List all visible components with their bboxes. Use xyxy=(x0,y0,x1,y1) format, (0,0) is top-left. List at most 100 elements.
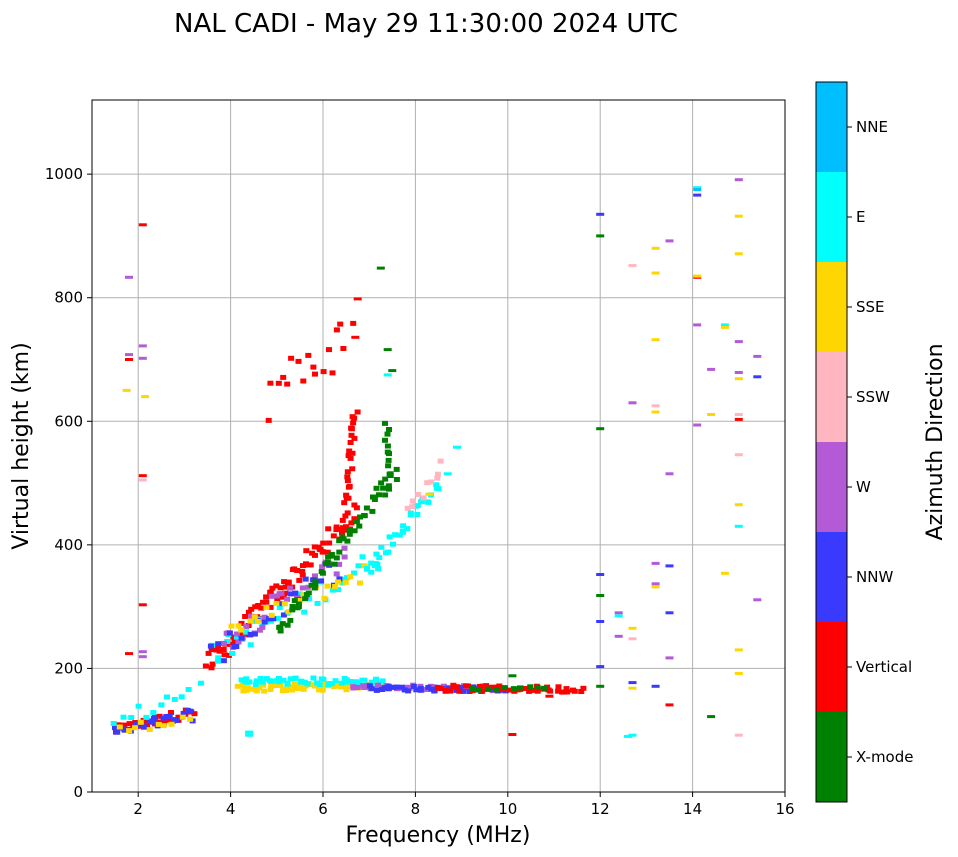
F-layer-mixed-purple-point xyxy=(235,639,242,645)
scatter-point xyxy=(734,214,743,218)
upper-scatter-red-point xyxy=(333,327,340,333)
Es-layer-cyan-point xyxy=(316,682,323,688)
scatter-point xyxy=(753,375,762,379)
x-axis-ticks: 2 4 6 8 10 12 14 16 xyxy=(133,792,795,818)
upper-scatter-red-point xyxy=(310,364,317,370)
F-layer-x-trace-point xyxy=(373,485,380,491)
scatter-point xyxy=(628,733,637,737)
scatter-point xyxy=(138,655,147,659)
F-layer-cyan-tail-point xyxy=(433,485,440,491)
F-layer-mixed-purple-point xyxy=(234,631,240,637)
scatter-point xyxy=(665,611,674,615)
Es-layer-yellow-point xyxy=(332,682,338,688)
F-layer-mixed-blue-point xyxy=(215,641,222,647)
F-layer-o-trace-point xyxy=(339,517,346,523)
scatter-point xyxy=(651,582,660,586)
F-layer-mixed-yellow-point xyxy=(335,579,341,585)
Es-layer-blue-point xyxy=(417,685,424,691)
F-layer-o-trace-point xyxy=(215,643,221,649)
F-layer-mixed-yellow-point xyxy=(342,579,349,585)
scatter-point xyxy=(734,733,743,737)
F-layer-o-trace-high-point xyxy=(347,440,354,445)
y-tick-label: 400 xyxy=(54,536,83,554)
scatter-point xyxy=(753,354,762,358)
low-E-layer-mixed-2-point xyxy=(120,714,127,720)
F-layer-mixed-cyan-point xyxy=(301,609,308,615)
F-layer-o-trace-high-point xyxy=(348,425,355,431)
F-layer-o-trace-point xyxy=(307,562,314,568)
F-layer-mixed-blue-point xyxy=(247,631,254,637)
Es-layer-cyan-point xyxy=(292,675,299,681)
Es-layer-yellow-point xyxy=(268,684,275,690)
F-layer-o-trace-point xyxy=(208,665,215,671)
Es-layer-yellow-point xyxy=(267,687,274,692)
F-layer-o-trace-high-point xyxy=(344,469,351,475)
F-layer-cyan-tail-point xyxy=(414,503,421,509)
Es-layer-purple-point xyxy=(374,682,381,688)
scatter-point xyxy=(651,338,660,342)
scatter-point xyxy=(628,681,637,685)
F-layer-o-trace-high-point xyxy=(351,435,358,441)
colorbar-label: SSW xyxy=(856,388,890,406)
F-layer-mixed-blue-point xyxy=(233,644,240,649)
F-layer-o-trace-high-point xyxy=(350,420,357,426)
F-layer-mixed-yellow-point xyxy=(285,609,292,615)
Es-layer-yellow-point xyxy=(300,686,307,692)
Es-layer-red-point xyxy=(534,688,541,694)
scatter-point xyxy=(651,271,660,275)
F-layer-x-trace-high-point xyxy=(385,457,392,463)
Es-layer-cyan-point xyxy=(298,678,305,684)
low-E-layer-mixed-point xyxy=(150,715,157,721)
low-E-layer-mixed-point xyxy=(173,718,179,723)
Es-layer-cyan-point xyxy=(284,681,291,687)
F-layer-o-trace-high-point xyxy=(346,483,353,489)
F-layer-mixed-yellow-point xyxy=(247,618,254,624)
F-layer-x-trace-point xyxy=(371,494,378,500)
scatter-point xyxy=(138,356,147,360)
scatter-point xyxy=(138,478,147,482)
F-layer-o-trace-point xyxy=(285,581,292,587)
upper-scatter-red-point xyxy=(312,371,318,377)
low-E-layer-mixed-point xyxy=(149,719,156,725)
Es-layer-cyan-point xyxy=(276,679,282,685)
F-layer-x-trace-point xyxy=(346,531,353,537)
low-E-layer-mixed-point xyxy=(166,713,173,719)
scatter-point xyxy=(707,413,716,416)
Es-layer-red-point xyxy=(450,683,457,689)
F-layer-mixed-purple-point xyxy=(341,545,348,551)
F-layer-x-trace-point xyxy=(393,477,400,482)
F-layer-cyan-tail-point xyxy=(374,561,381,567)
Es-layer-yellow-point xyxy=(260,682,267,688)
F-layer-cyan-tail-point xyxy=(424,499,431,505)
upper-scatter-red-point xyxy=(284,381,291,387)
scatter-point xyxy=(125,275,133,279)
upper-scatter-red-point xyxy=(340,346,347,351)
scatter-point xyxy=(443,472,452,476)
F-layer-mixed-purple-point xyxy=(284,596,291,602)
F-layer-mixed-yellow-point xyxy=(254,618,261,624)
colorbar-segment xyxy=(816,532,847,622)
F-layer-o-trace-point xyxy=(311,544,318,550)
F-layer-o-trace-point xyxy=(274,598,281,604)
F-layer-x-trace-point xyxy=(357,514,363,520)
scatter-point xyxy=(353,297,362,301)
F-layer-mixed-purple-point xyxy=(299,585,306,591)
plot-frame xyxy=(91,99,786,793)
colorbar-segment xyxy=(816,172,847,262)
F-layer-mixed-yellow-point xyxy=(357,580,363,586)
F-layer-x-trace-point xyxy=(328,551,335,557)
F-layer-cyan-tail-point xyxy=(376,555,383,561)
F-layer-mixed-purple-point xyxy=(256,627,263,633)
F-layer-o-trace-point xyxy=(238,631,245,636)
scatter-point xyxy=(628,637,637,641)
Es-layer-green-point xyxy=(541,685,548,691)
colorbar-label: E xyxy=(856,208,865,226)
F-layer-x-trace-point xyxy=(361,513,368,519)
F-layer-x-trace-high-point xyxy=(384,443,391,449)
F-layer-x-trace-high-point xyxy=(384,449,391,455)
Es-layer-cyan-point xyxy=(266,678,273,684)
scatter-point xyxy=(508,674,517,678)
Es-layer-red-point xyxy=(498,686,505,691)
Es-layer-blue-point xyxy=(425,684,432,690)
F-layer-o-trace-point xyxy=(208,647,215,652)
